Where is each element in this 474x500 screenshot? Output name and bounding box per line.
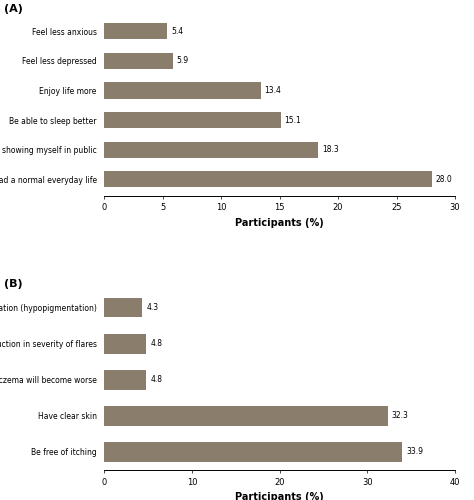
Text: 33.9: 33.9 — [406, 448, 423, 456]
Bar — [104, 171, 432, 188]
Text: 15.1: 15.1 — [284, 116, 301, 124]
Bar — [104, 370, 146, 390]
Bar — [104, 406, 388, 425]
Bar — [104, 298, 142, 318]
Text: 28.0: 28.0 — [435, 174, 452, 184]
Bar — [104, 53, 173, 69]
Text: (A): (A) — [4, 4, 23, 14]
Text: (B): (B) — [4, 278, 23, 288]
Text: 4.8: 4.8 — [151, 375, 163, 384]
X-axis label: Participants (%): Participants (%) — [235, 218, 324, 228]
Text: 5.4: 5.4 — [171, 27, 183, 36]
Bar — [104, 334, 146, 353]
Bar — [104, 82, 261, 98]
Bar — [104, 23, 167, 40]
Bar — [104, 112, 281, 128]
Text: 18.3: 18.3 — [322, 145, 338, 154]
Text: 5.9: 5.9 — [177, 56, 189, 66]
Text: 13.4: 13.4 — [264, 86, 282, 95]
Text: 4.3: 4.3 — [146, 303, 158, 312]
X-axis label: Participants (%): Participants (%) — [235, 492, 324, 500]
Bar — [104, 142, 318, 158]
Text: 4.8: 4.8 — [151, 339, 163, 348]
Text: 32.3: 32.3 — [392, 412, 409, 420]
Bar — [104, 442, 401, 462]
